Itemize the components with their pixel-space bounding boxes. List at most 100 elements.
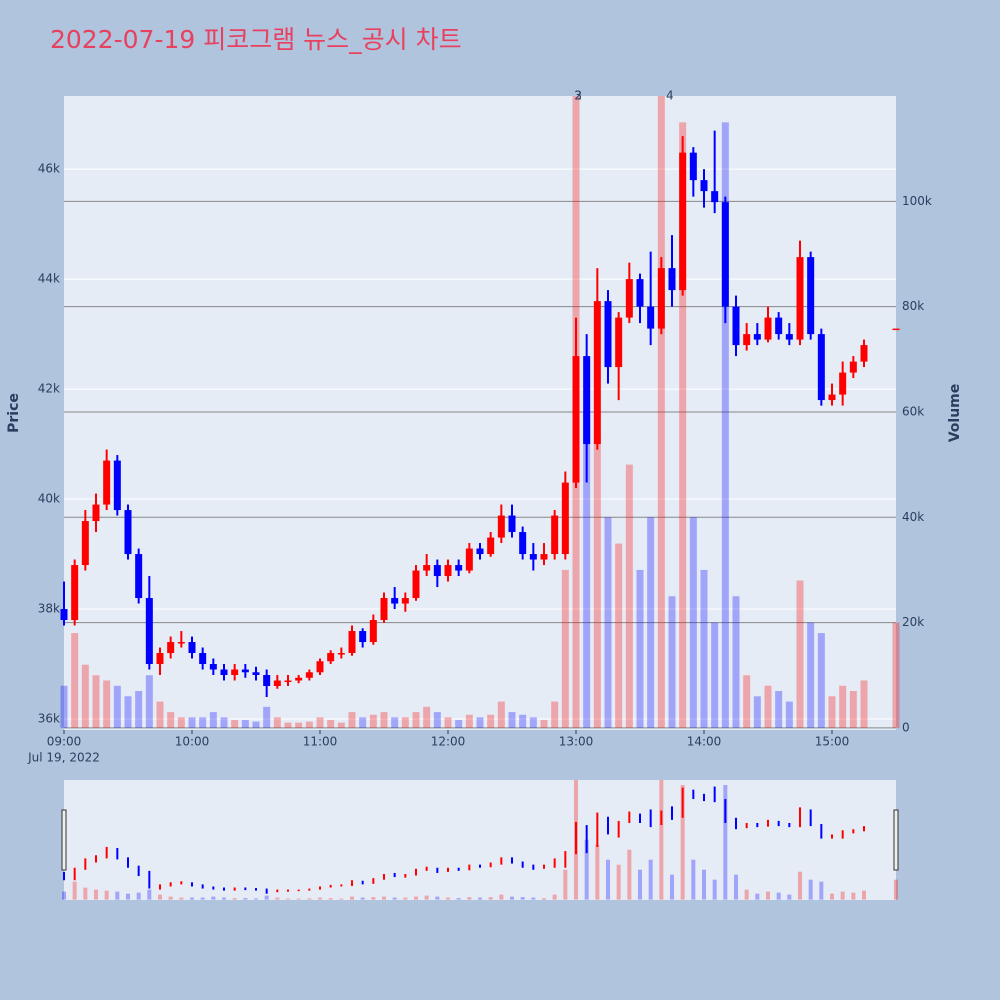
slider-volume-bar [606,859,610,900]
slider-volume-bar [744,889,749,900]
volume-bar [316,717,324,728]
volume-bar [849,691,857,728]
slider-volume-bar [328,898,333,900]
slider-volume-bar [531,897,536,900]
slider-handle[interactable] [893,809,899,871]
x-tick-label: 14:00 [687,735,722,749]
slider-volume-bar [158,894,162,900]
volume-bar [337,722,345,728]
x-tick-label: 15:00 [815,735,850,749]
slider-volume-bar [286,898,290,900]
volume-bar [657,96,665,728]
slider-volume-bar [350,896,354,900]
candle-body [497,515,505,538]
volume-bar [305,721,313,728]
volume-bar [721,122,729,728]
candle-body [455,565,463,571]
slider-volume-bar [712,879,717,900]
candle-body [753,334,761,340]
slider-volume-bar [830,893,834,900]
candle-body [519,532,527,555]
y2-tick-label: 0 [902,720,910,734]
y2-tick-label: 40k [902,510,924,524]
candle-body [401,598,409,604]
volume-bar [711,622,719,728]
slider-volume-bar [723,784,728,900]
slider-volume-bar [190,897,194,900]
candle-body [625,279,633,318]
candle-body [561,482,569,555]
slider-volume-bar [382,896,386,900]
slider-volume-bar [616,864,621,900]
volume-bar [156,701,164,728]
slider-volume-bar [414,896,418,900]
x-tick-label: 12:00 [431,735,466,749]
y-tick-label: 44k [38,272,60,286]
volume-bar [327,719,335,728]
volume-bar [444,717,452,728]
slider-volume-bar [62,891,66,900]
candle-body [657,268,665,329]
volume-bar [700,569,708,728]
y-tick-label: 42k [38,382,60,396]
candle-body [615,317,623,368]
volume-bar [785,701,793,728]
candle-body [583,356,591,445]
volume-bar [807,622,815,728]
candle-body [817,334,825,401]
volume-bar [188,717,196,728]
volume-bar [604,517,612,728]
candle-body [636,279,644,307]
slider-volume-bar [136,892,141,900]
candle-body [263,675,271,687]
y2-tick-label: 60k [902,404,924,418]
candle-body [327,653,335,662]
candle-body [743,334,751,346]
volume-bar [60,685,68,728]
volume-bar [103,680,111,728]
volume-bar [273,717,281,728]
volume-bar [167,712,175,728]
slider-volume-bar [659,780,664,900]
slider-volume-bar [403,897,408,900]
slider-volume-bar [520,897,525,900]
candle-body [380,598,388,621]
volume-bar [561,569,569,728]
volume-bar [497,701,505,728]
slider-volume-bar [467,897,472,900]
candle-body [231,669,239,676]
volume-bar [433,712,441,728]
slider-volume-bar [808,879,813,900]
slider-volume-bar [702,869,706,900]
range-slider[interactable] [64,780,896,900]
slider-volume-bar [542,898,546,900]
candle-body [860,345,868,362]
slider-handle[interactable] [61,809,67,871]
volume-bar [860,680,868,728]
slider-volume-bar [510,896,514,900]
volume-bar [284,722,292,728]
x-date-label: Jul 19, 2022 [27,751,100,765]
y-tick-label: 36k [38,712,60,726]
slider-volume-bar [488,897,493,900]
candle-body [679,152,687,291]
annotation: 3 [574,89,582,103]
candle-body [81,521,89,566]
volume-bar [668,596,676,728]
volume-bar [508,712,516,728]
volume-bar [529,717,537,728]
candle-body [369,620,377,643]
candle-body [60,609,68,621]
annotation: 4 [666,89,674,103]
candle-body [71,565,79,621]
slider-volume-bar [435,896,440,900]
candle-body [828,394,836,401]
candle-body [433,565,441,577]
volume-bar [380,712,388,728]
x-tick-label: 13:00 [559,735,594,749]
candle-body [423,565,431,571]
slider-volume-bar [126,893,130,900]
y-axis-title: Price [6,393,22,433]
candle-body [156,653,164,665]
volume-bar [199,717,207,728]
